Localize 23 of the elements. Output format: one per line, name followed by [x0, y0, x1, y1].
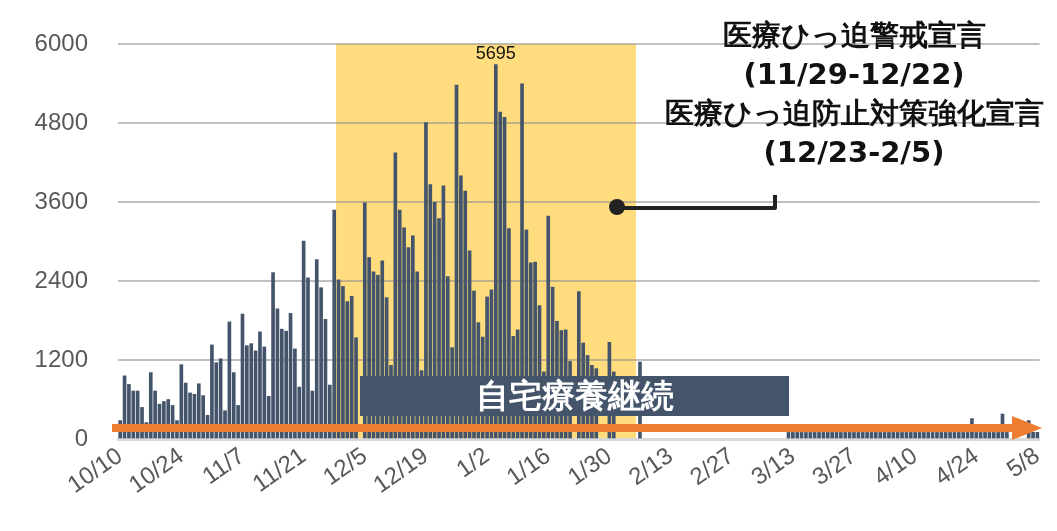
- annotation: 医療ひっ迫防止対策強化宣言: [663, 95, 1045, 132]
- x-tick-label: 4/24: [929, 441, 983, 491]
- x-tick-label: 1/16: [501, 441, 555, 491]
- y-tick-label: 3600: [34, 186, 88, 214]
- data-label: 5695: [475, 43, 516, 64]
- y-tick-label: 1200: [34, 344, 88, 372]
- x-tick-label: 1/2: [450, 441, 494, 483]
- x-tick-label: 5/8: [1001, 441, 1045, 483]
- x-tick-label: 4/10: [868, 441, 922, 491]
- x-tick-label: 11/7: [196, 441, 250, 490]
- annotation: (11/29-12/22): [742, 56, 966, 93]
- annotation: (12/23-2/5): [762, 134, 946, 171]
- x-tick-label: 3/13: [745, 441, 800, 491]
- y-tick-label: 2400: [34, 265, 88, 293]
- y-tick-label: 0: [74, 423, 88, 451]
- x-tick-label: 3/27: [806, 441, 861, 491]
- y-tick-label: 4800: [34, 107, 88, 135]
- x-tick-label: 2/13: [623, 441, 678, 491]
- x-tick-label: 1/30: [562, 441, 617, 491]
- y-tick-label: 6000: [34, 29, 88, 57]
- x-tick-label: 2/27: [684, 441, 739, 491]
- annotation: 医療ひっ迫警戒宣言: [721, 17, 987, 54]
- x-tick-label: 12/5: [317, 441, 372, 491]
